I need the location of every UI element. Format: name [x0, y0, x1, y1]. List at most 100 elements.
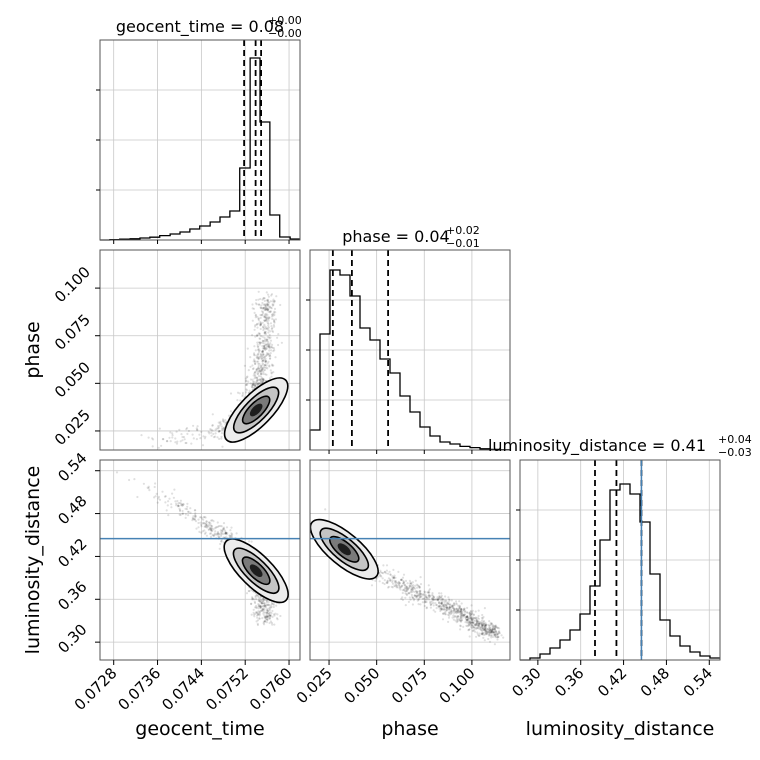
- sample-point: [218, 430, 221, 433]
- sample-point: [398, 584, 401, 588]
- sample-point: [254, 383, 257, 386]
- sample-point: [222, 522, 226, 525]
- sample-point: [422, 594, 425, 597]
- sample-point: [173, 488, 176, 491]
- sample-point: [263, 319, 266, 322]
- sample-point: [223, 421, 226, 424]
- sample-point: [463, 607, 466, 610]
- sample-point: [476, 631, 479, 634]
- sample-point: [455, 611, 458, 614]
- sample-point: [427, 591, 430, 594]
- sample-point: [263, 614, 266, 617]
- sample-point: [424, 596, 427, 599]
- sample-point: [269, 615, 272, 618]
- sample-point: [444, 604, 448, 607]
- sample-point: [204, 531, 207, 534]
- sample-point: [449, 603, 452, 606]
- sample-point: [200, 430, 203, 433]
- sample-point: [444, 605, 447, 609]
- sample-point: [259, 379, 262, 382]
- sample-point: [438, 605, 441, 608]
- sample-point: [263, 616, 266, 619]
- sample-point: [268, 311, 272, 314]
- sample-point: [432, 598, 435, 601]
- sample-point: [270, 346, 273, 349]
- sample-point: [471, 624, 474, 627]
- sample-point: [259, 323, 262, 326]
- sample-point: [472, 626, 475, 629]
- sample-point: [225, 526, 229, 529]
- sample-point: [179, 499, 182, 502]
- sample-point: [267, 360, 270, 363]
- sample-point: [448, 611, 451, 614]
- sample-point: [448, 607, 451, 610]
- sample-point: [252, 307, 256, 310]
- sample-point: [400, 584, 404, 588]
- sample-point: [259, 601, 262, 604]
- sample-point: [398, 581, 401, 585]
- sample-point: [269, 355, 272, 358]
- sample-point: [411, 590, 415, 593]
- sample-point: [248, 540, 251, 543]
- sample-point: [274, 311, 277, 314]
- sample-point: [440, 602, 443, 605]
- sample-point: [459, 610, 463, 614]
- sample-point: [496, 638, 499, 641]
- sample-point: [222, 426, 225, 429]
- sample-point: [469, 613, 472, 617]
- sample-point: [400, 578, 403, 581]
- sample-point: [413, 597, 416, 601]
- sample-point: [219, 531, 222, 534]
- sample-point: [460, 613, 463, 616]
- sample-point: [264, 615, 267, 618]
- sample-point: [472, 613, 475, 616]
- sample-point: [257, 319, 260, 322]
- sample-point: [485, 632, 488, 635]
- sample-point: [266, 304, 269, 307]
- sample-point: [474, 610, 477, 613]
- sample-point: [264, 603, 267, 606]
- sample-point: [272, 314, 275, 317]
- sample-point: [253, 354, 256, 357]
- sample-point: [219, 529, 222, 532]
- sample-point: [455, 612, 458, 615]
- sample-point: [249, 382, 252, 385]
- sample-point: [441, 608, 444, 611]
- sample-point: [267, 342, 270, 345]
- sample-point: [471, 609, 474, 612]
- sample-point: [262, 353, 265, 357]
- sample-point: [256, 595, 259, 598]
- sample-point: [490, 623, 493, 626]
- sample-point: [435, 603, 438, 606]
- sample-point: [267, 322, 270, 325]
- sample-point: [251, 383, 254, 386]
- sample-point: [418, 590, 421, 593]
- sample-point: [229, 529, 232, 532]
- sample-point: [256, 379, 259, 382]
- sample-point: [402, 580, 406, 584]
- sample-point: [496, 626, 499, 629]
- sample-point: [259, 324, 262, 327]
- sample-point: [458, 605, 461, 608]
- sample-point: [264, 316, 267, 320]
- sample-point: [482, 636, 485, 640]
- sample-point: [254, 384, 257, 388]
- sample-point: [407, 586, 410, 589]
- sample-point: [482, 615, 485, 619]
- sample-point: [251, 386, 254, 389]
- sample-point: [494, 625, 497, 628]
- sample-point: [261, 379, 265, 382]
- sample-point: [203, 529, 206, 532]
- sample-point: [254, 313, 257, 316]
- sample-point: [415, 596, 418, 599]
- sample-point: [208, 432, 211, 435]
- sample-point: [204, 435, 207, 438]
- sample-point: [262, 303, 265, 306]
- sample-point: [268, 306, 271, 309]
- sample-point: [261, 602, 264, 605]
- sample-point: [260, 602, 263, 605]
- sample-point: [270, 349, 273, 352]
- sample-point: [259, 600, 262, 603]
- ytick-label: 0.30: [54, 620, 90, 656]
